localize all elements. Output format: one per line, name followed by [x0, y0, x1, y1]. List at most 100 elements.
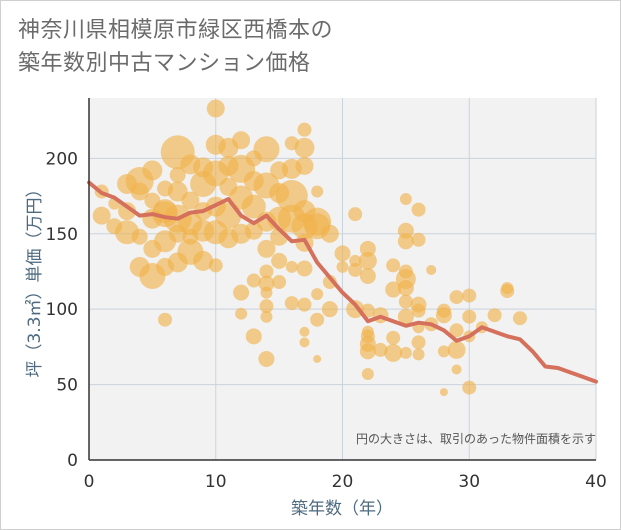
- data-point: [299, 337, 310, 348]
- data-point: [447, 340, 466, 359]
- data-point: [258, 350, 275, 367]
- data-point: [259, 264, 274, 279]
- data-point: [386, 330, 401, 345]
- data-point: [258, 275, 275, 292]
- x-tick-label: 40: [585, 472, 607, 492]
- data-point: [359, 267, 376, 284]
- data-point: [322, 275, 337, 290]
- data-point: [296, 260, 313, 277]
- data-point: [253, 136, 280, 163]
- data-point: [412, 348, 425, 361]
- trend-line-layer: [87, 180, 598, 384]
- data-point: [399, 193, 412, 206]
- data-point: [320, 224, 339, 243]
- data-point: [208, 258, 223, 273]
- data-point: [487, 308, 502, 323]
- average-price-line: [87, 180, 598, 384]
- data-point: [299, 326, 310, 337]
- data-point: [384, 343, 403, 362]
- data-point: [297, 297, 312, 312]
- data-point: [169, 166, 186, 183]
- data-point: [285, 260, 298, 273]
- data-point: [462, 380, 477, 395]
- data-point: [118, 202, 137, 221]
- data-point: [348, 262, 363, 277]
- data-point: [373, 342, 388, 357]
- data-point: [284, 296, 299, 311]
- size-annotation: 円の大きさは、取引のあった物件面積を示す: [356, 431, 596, 446]
- chart-title: 神奈川県相模原市緑区西橋本の 築年数別中古マンション価格: [18, 14, 333, 80]
- data-point: [142, 160, 163, 181]
- data-point: [348, 207, 363, 222]
- data-point: [361, 325, 374, 338]
- chart-title-line2: 築年数別中古マンション価格: [18, 51, 311, 76]
- data-point: [411, 335, 426, 350]
- data-point: [294, 137, 315, 158]
- data-point: [462, 288, 477, 303]
- data-point: [334, 245, 351, 262]
- data-point: [359, 240, 376, 257]
- data-point: [259, 299, 274, 314]
- data-point: [232, 131, 251, 150]
- x-axis-label: 築年数（年）: [291, 499, 393, 519]
- data-point: [449, 290, 464, 305]
- data-point: [449, 323, 464, 338]
- axes: [88, 98, 596, 461]
- data-point: [92, 206, 111, 225]
- data-point: [386, 258, 401, 273]
- data-point: [297, 122, 312, 137]
- data-point: [131, 228, 148, 245]
- data-point: [439, 388, 448, 397]
- data-point: [311, 185, 324, 198]
- data-point: [295, 156, 314, 175]
- data-point: [271, 252, 288, 269]
- y-tick-label: 50: [56, 376, 78, 396]
- data-point: [349, 254, 362, 267]
- data-point: [313, 354, 322, 363]
- data-point: [358, 251, 377, 270]
- data-point: [501, 282, 514, 295]
- data-point: [398, 294, 413, 309]
- chart-title-line1: 神奈川県相模原市緑区西橋本の: [18, 18, 334, 43]
- data-point: [399, 346, 412, 359]
- data-point: [206, 99, 225, 118]
- data-point: [451, 364, 462, 375]
- data-point: [233, 284, 250, 301]
- x-tick-label: 30: [458, 472, 480, 492]
- x-tick-label: 10: [205, 472, 227, 492]
- data-point: [336, 260, 349, 273]
- data-point: [426, 264, 437, 275]
- y-tick-label: 200: [46, 149, 78, 169]
- data-point: [385, 281, 402, 298]
- data-point: [397, 308, 414, 325]
- data-point: [235, 307, 248, 320]
- y-tick-label: 100: [46, 300, 78, 320]
- x-tick-label: 20: [332, 472, 354, 492]
- data-point: [241, 194, 266, 219]
- y-tick-label: 150: [46, 225, 78, 245]
- grid-lines: [89, 98, 597, 460]
- data-point: [398, 264, 413, 279]
- data-point: [437, 345, 450, 358]
- data-point: [246, 273, 261, 288]
- data-point: [311, 288, 324, 301]
- data-point: [436, 303, 451, 318]
- data-point: [410, 296, 427, 313]
- data-point: [257, 239, 276, 258]
- x-tick-label: 0: [84, 472, 95, 492]
- data-point: [462, 309, 477, 324]
- data-point: [260, 310, 273, 323]
- y-axis-label: 坪（3.3㎡）単価（万円）: [25, 180, 45, 377]
- data-point: [245, 328, 262, 345]
- data-point: [181, 191, 200, 210]
- data-point: [411, 202, 426, 217]
- data-point: [158, 312, 173, 327]
- data-point: [193, 250, 214, 271]
- y-tick-label: 0: [67, 451, 78, 471]
- data-point: [411, 232, 426, 247]
- data-point: [397, 222, 414, 239]
- data-point: [361, 368, 374, 381]
- data-point: [310, 312, 325, 327]
- data-point: [321, 301, 338, 318]
